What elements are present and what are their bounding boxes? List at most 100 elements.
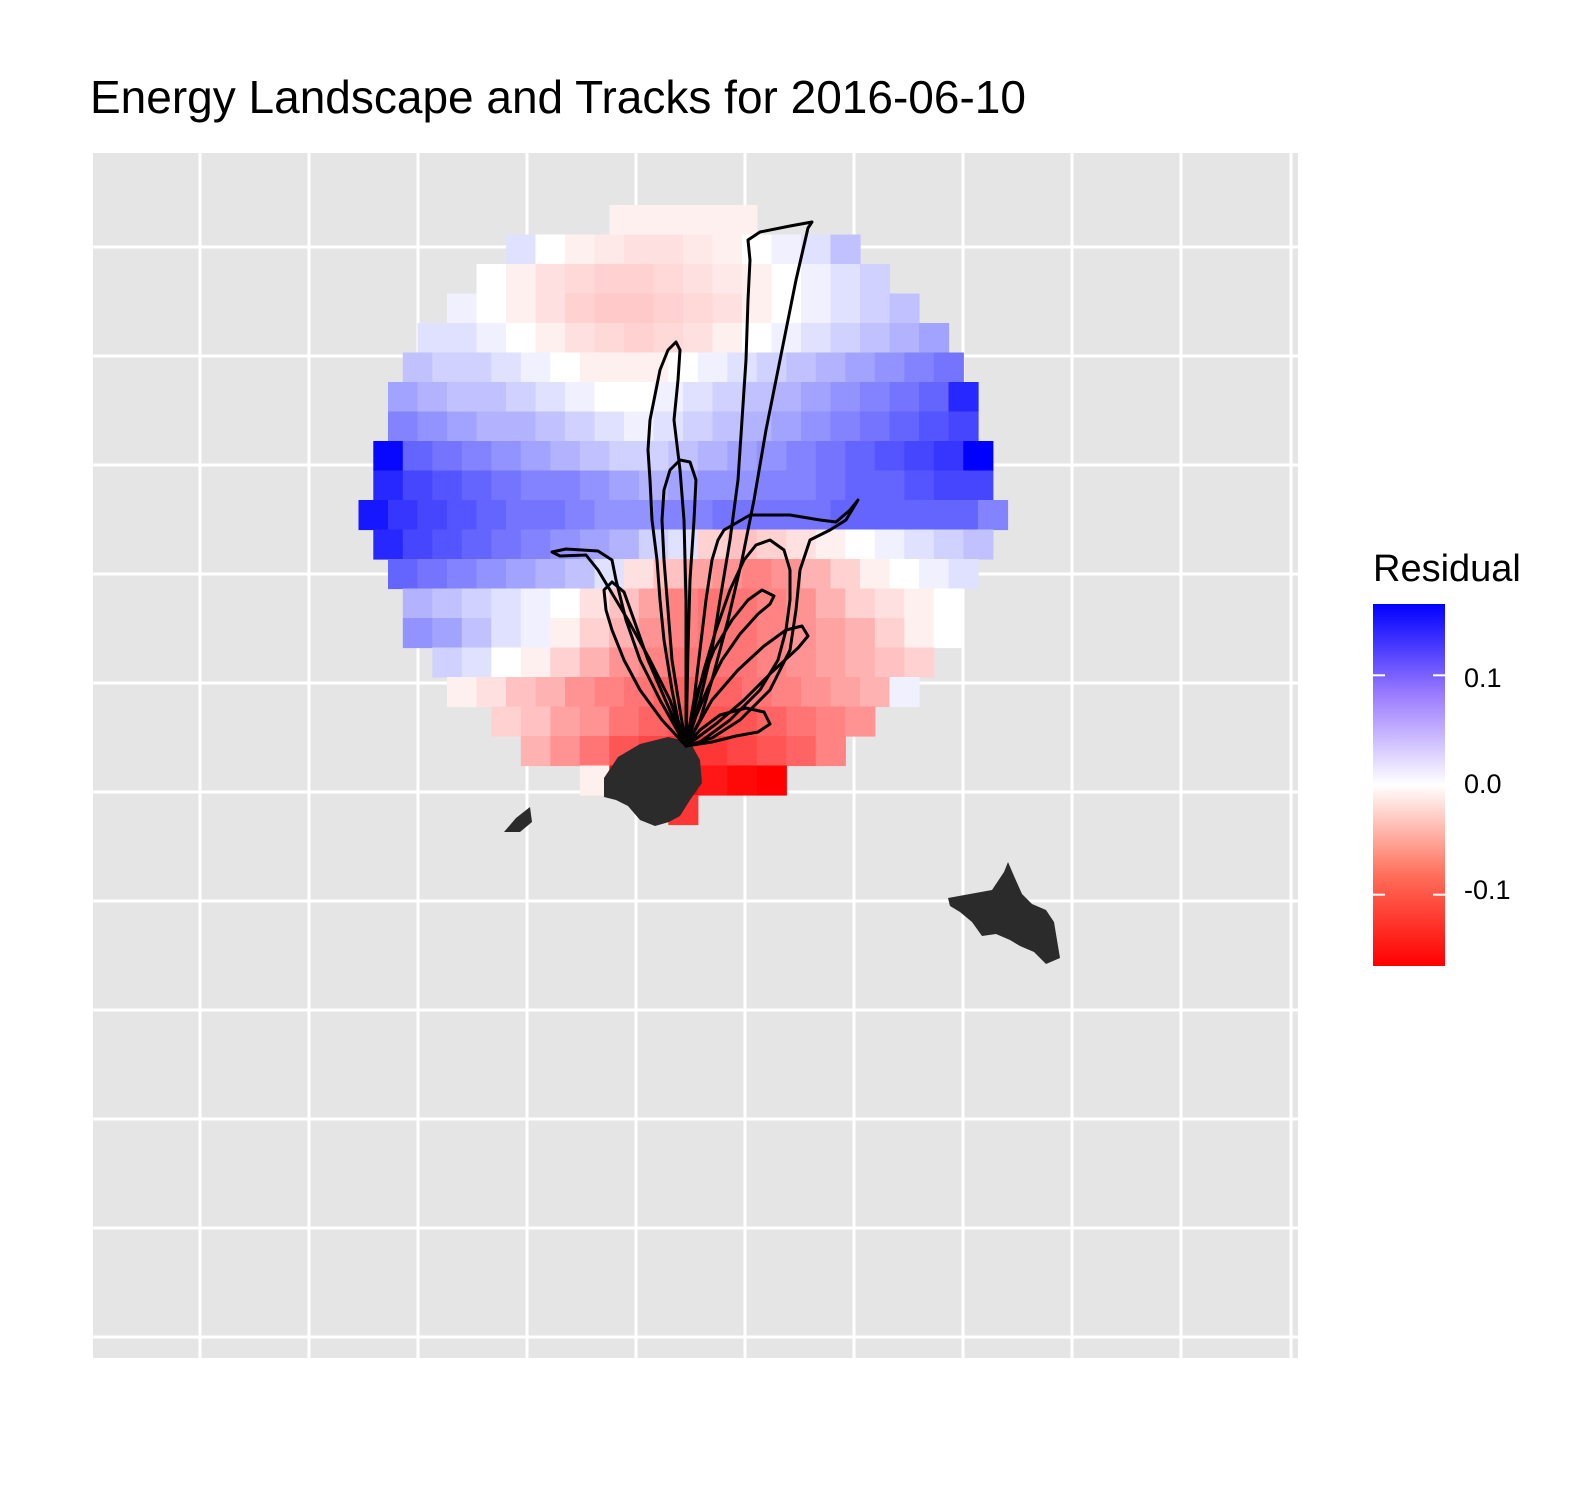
animal-track — [684, 588, 776, 748]
heatmap-tile — [904, 441, 935, 472]
heatmap-tile — [830, 323, 861, 354]
heatmap-tile — [801, 500, 832, 531]
heatmap-tile — [889, 382, 920, 413]
heatmap-tile — [491, 618, 522, 649]
heatmap-tile — [550, 470, 581, 501]
land-mass — [604, 737, 702, 826]
heatmap-tile — [447, 677, 478, 708]
heatmap-tile — [860, 382, 891, 413]
heatmap-tile — [535, 234, 566, 265]
heatmap-tile — [432, 470, 463, 501]
heatmap-tile — [565, 500, 596, 531]
heatmap-tile — [579, 441, 610, 472]
heatmap-tile — [624, 264, 655, 295]
heatmap-tile — [683, 234, 714, 265]
heatmap-tile — [550, 352, 581, 383]
heatmap-tile — [624, 323, 655, 354]
heatmap-tile — [653, 234, 684, 265]
heatmap-tile — [579, 706, 610, 737]
heatmap-tile — [491, 352, 522, 383]
heatmap-tile — [594, 677, 625, 708]
heatmap-tile — [491, 470, 522, 501]
heatmap-tile — [727, 470, 758, 501]
heatmap-tile — [874, 647, 905, 678]
heatmap-tile — [609, 529, 640, 560]
land-mass — [504, 807, 532, 832]
heatmap-tile — [535, 323, 566, 354]
heatmap-tile — [815, 588, 846, 619]
heatmap-tile — [565, 323, 596, 354]
heatmap-tile — [520, 529, 551, 560]
heatmap-tile — [727, 736, 758, 767]
heatmap-tile — [889, 323, 920, 354]
heatmap-tile — [919, 559, 950, 590]
heatmap-tile — [373, 441, 404, 472]
heatmap-tile — [815, 618, 846, 649]
heatmap-tile — [742, 559, 773, 590]
heatmap-tile — [461, 470, 492, 501]
heatmap-tile — [771, 382, 802, 413]
animal-track — [550, 547, 688, 748]
heatmap-tile — [506, 264, 537, 295]
heatmap-tile — [520, 647, 551, 678]
heatmap-tile — [874, 352, 905, 383]
heatmap-tile — [535, 677, 566, 708]
heatmap-tile — [904, 529, 935, 560]
heatmap-tile — [771, 293, 802, 324]
heatmap-tile — [358, 500, 389, 531]
heatmap-tile — [683, 382, 714, 413]
heatmap-tile — [461, 441, 492, 472]
heatmap-tile — [727, 441, 758, 472]
heatmap-tile — [476, 323, 507, 354]
heatmap-tile — [535, 382, 566, 413]
heatmap-tile — [712, 234, 743, 265]
heatmap-tile — [830, 559, 861, 590]
heatmap-tile — [402, 441, 433, 472]
heatmap-tile — [963, 441, 994, 472]
heatmap-tile — [815, 352, 846, 383]
heatmap-tile — [638, 205, 669, 236]
heatmap-tile — [388, 500, 419, 531]
heatmap-tile — [801, 264, 832, 295]
heatmap-tile — [653, 293, 684, 324]
heatmap-tile — [948, 411, 979, 442]
heatmap-tile — [889, 293, 920, 324]
heatmap-tile — [520, 441, 551, 472]
heatmap-tile — [963, 529, 994, 560]
heatmap-tile — [668, 352, 699, 383]
heatmap-tile — [712, 293, 743, 324]
heatmap-tile — [874, 441, 905, 472]
heatmap-tile — [697, 470, 728, 501]
heatmap-tile — [963, 470, 994, 501]
heatmap-tile — [388, 411, 419, 442]
heatmap-tile — [815, 736, 846, 767]
heatmap-tile — [919, 382, 950, 413]
heatmap-tile — [786, 441, 817, 472]
heatmap-tile — [476, 382, 507, 413]
heatmap-tile — [786, 706, 817, 737]
heatmap-tile — [712, 411, 743, 442]
heatmap-tile — [874, 618, 905, 649]
heatmap-tile — [506, 411, 537, 442]
heatmap-tile — [771, 411, 802, 442]
heatmap-tile — [594, 323, 625, 354]
heatmap-tile — [565, 559, 596, 590]
heatmap-tile — [565, 234, 596, 265]
heatmap-tile — [683, 411, 714, 442]
heatmap-tile — [565, 382, 596, 413]
heatmap-tile — [904, 647, 935, 678]
heatmap-tile — [815, 441, 846, 472]
heatmap-tile — [506, 323, 537, 354]
heatmap-tile — [432, 352, 463, 383]
heatmap-tile — [830, 411, 861, 442]
heatmap-tile — [491, 441, 522, 472]
heatmap-tile — [948, 559, 979, 590]
heatmap-tile — [697, 765, 728, 796]
heatmap-tile — [447, 411, 478, 442]
heatmap-tile — [786, 352, 817, 383]
heatmap-tile — [432, 441, 463, 472]
heatmap-tile — [683, 293, 714, 324]
heatmap-tile — [801, 323, 832, 354]
plot-title: Energy Landscape and Tracks for 2016-06-… — [90, 71, 1026, 123]
heatmap-tile — [786, 736, 817, 767]
